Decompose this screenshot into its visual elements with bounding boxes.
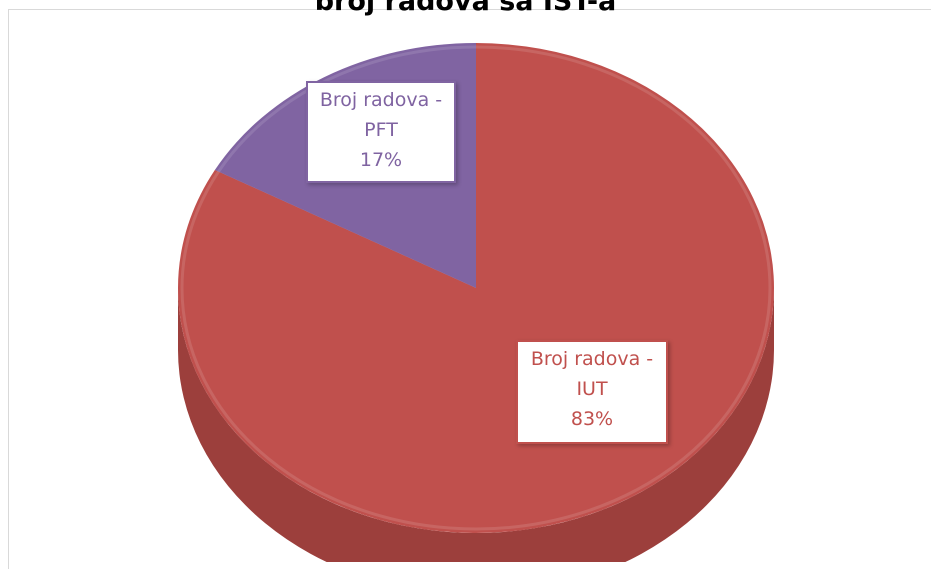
data-label-pft-line1: Broj radova - [319,89,443,111]
data-label-iut-line2: IUT [576,378,608,400]
pie-tops [177,42,774,533]
data-label-iut-line1: Broj radova - [530,348,654,370]
chart-frame [8,9,931,569]
data-label-iut: Broj radova - IUT 83% [516,340,668,444]
pie-rim-highlight [180,45,772,531]
chart-title: broj radova sa IST-a [314,0,617,17]
data-label-iut-value: 83% [570,408,614,430]
data-label-pft: Broj radova - PFT 17% [306,81,456,183]
data-label-pft-line2: PFT [364,119,398,141]
data-label-pft-value: 17% [359,149,403,171]
